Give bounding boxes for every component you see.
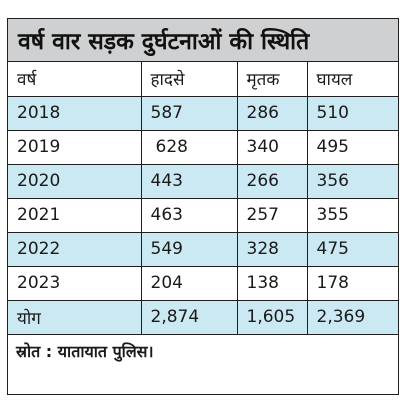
total-injured: 2,369	[306, 300, 398, 335]
cell-year: 2023	[8, 266, 141, 301]
accidents-table-card: वर्ष वार सड़क दुर्घटनाओं की स्थिति वर्ष …	[7, 18, 399, 395]
source-note: स्रोत : यातायात पुलिस।	[16, 341, 154, 361]
accidents-table: वर्ष हादसे मृतक घायल 2018 587 286 510 20…	[8, 62, 398, 335]
cell-deaths: 340	[236, 130, 307, 165]
cell-injured: 475	[306, 232, 398, 267]
cell-year: 2018	[8, 96, 141, 131]
table-row: 2021 463 257 355	[8, 198, 398, 233]
total-label: योग	[8, 300, 141, 335]
table-header-row: वर्ष हादसे मृतक घायल	[8, 62, 398, 97]
header-year: वर्ष	[8, 62, 141, 97]
cell-accidents: 587	[140, 96, 237, 131]
cell-injured: 510	[306, 96, 398, 131]
cell-deaths: 328	[236, 232, 307, 267]
table-row: 2020 443 266 356	[8, 164, 398, 199]
total-accidents: 2,874	[140, 300, 237, 335]
cell-injured: 178	[306, 266, 398, 301]
cell-accidents: 549	[140, 232, 237, 267]
header-accidents: हादसे	[140, 62, 237, 97]
cell-accidents: 204	[140, 266, 237, 301]
cell-deaths: 257	[236, 198, 307, 233]
table-row: 2023 204 138 178	[8, 266, 398, 301]
cell-year: 2019	[8, 130, 141, 165]
table-row: 2019 628 340 495	[8, 130, 398, 165]
table-row: 2018 587 286 510	[8, 96, 398, 131]
cell-year: 2020	[8, 164, 141, 199]
cell-deaths: 266	[236, 164, 307, 199]
table-row: 2022 549 328 475	[8, 232, 398, 267]
cell-year: 2021	[8, 198, 141, 233]
cell-deaths: 138	[236, 266, 307, 301]
cell-year: 2022	[8, 232, 141, 267]
cell-injured: 356	[306, 164, 398, 199]
total-deaths: 1,605	[236, 300, 307, 335]
cell-deaths: 286	[236, 96, 307, 131]
cell-accidents: 443	[140, 164, 237, 199]
cell-accidents: 628	[140, 130, 237, 165]
cell-injured: 355	[306, 198, 398, 233]
cell-accidents: 463	[140, 198, 237, 233]
cell-injured: 495	[306, 130, 398, 165]
header-injured: घायल	[306, 62, 398, 97]
table-total-row: योग 2,874 1,605 2,369	[8, 300, 398, 335]
table-title: वर्ष वार सड़क दुर्घटनाओं की स्थिति	[8, 19, 398, 62]
header-deaths: मृतक	[236, 62, 307, 97]
